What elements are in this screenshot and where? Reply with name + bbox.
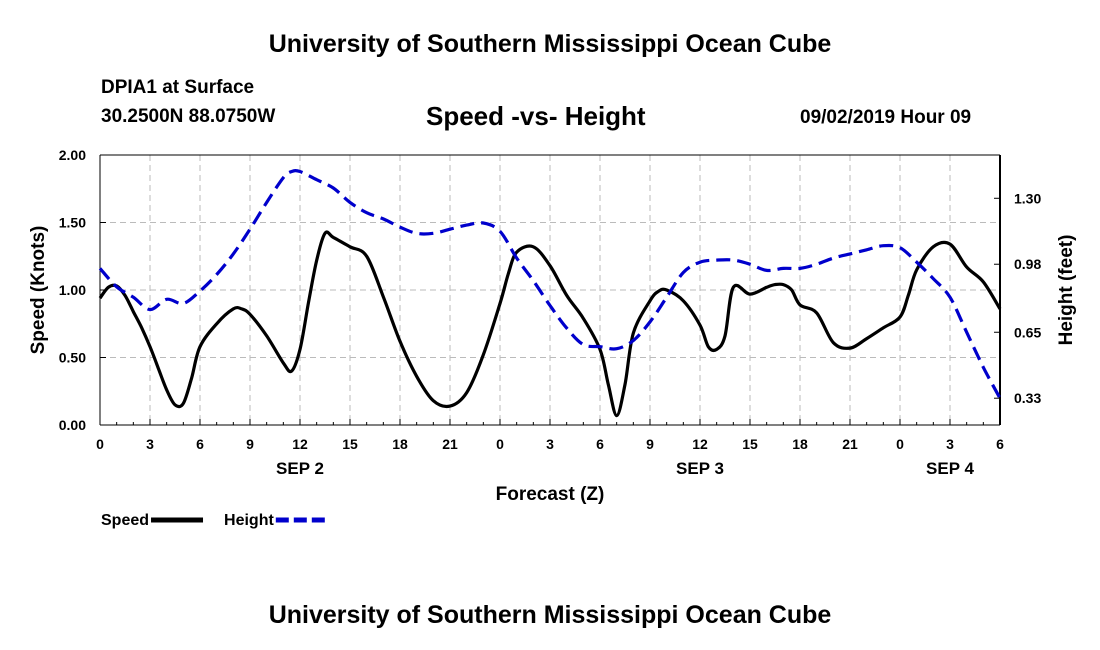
y-tick-label: 1.50 xyxy=(59,215,86,231)
x-tick-label: 6 xyxy=(596,436,604,452)
x-tick-label: 0 xyxy=(896,436,904,452)
y2-axis-title: Height (feet) xyxy=(1056,235,1077,346)
x-tick-label: 3 xyxy=(946,436,954,452)
page-title-bottom: University of Southern Mississippi Ocean… xyxy=(268,601,832,629)
axes-layer xyxy=(99,154,1001,426)
x-tick-label: 21 xyxy=(842,436,858,452)
chart-title: Speed -vs- Height xyxy=(426,101,646,131)
y2-tick-label: 0.33 xyxy=(1014,390,1041,406)
x-tick-label: 6 xyxy=(196,436,204,452)
date-label: SEP 2 xyxy=(276,459,324,478)
series-line-height xyxy=(98,169,1002,399)
x-tick-label: 6 xyxy=(996,436,1004,452)
x-tick-label: 18 xyxy=(392,436,408,452)
y-tick-label: 1.00 xyxy=(59,282,86,298)
date-label: SEP 4 xyxy=(926,459,974,478)
station-name: DPIA1 at Surface xyxy=(101,77,255,98)
x-tick-label: 9 xyxy=(246,436,254,452)
y2-tick-label: 0.65 xyxy=(1014,324,1041,340)
legend: Speed Height xyxy=(101,512,328,529)
x-tick-label: 12 xyxy=(292,436,308,452)
y2-tick-label: 0.98 xyxy=(1014,256,1041,272)
y-tick-label: 2.00 xyxy=(59,147,86,163)
series-layer xyxy=(98,169,1002,418)
y-axis-title: Speed (Knots) xyxy=(28,226,49,355)
station-coordinates: 30.2500N 88.0750W xyxy=(101,106,276,127)
x-axis-title: Forecast (Z) xyxy=(496,484,605,505)
date-label: SEP 3 xyxy=(676,459,724,478)
y-tick-label: 0.50 xyxy=(59,350,86,366)
x-tick-label: 15 xyxy=(342,436,358,452)
x-tick-label: 12 xyxy=(692,436,708,452)
x-tick-label: 18 xyxy=(792,436,808,452)
x-tick-label: 9 xyxy=(646,436,654,452)
issue-time: 09/02/2019 Hour 09 xyxy=(800,107,972,128)
x-tick-label: 3 xyxy=(146,436,154,452)
x-tick-label: 3 xyxy=(546,436,554,452)
page-title-top: University of Southern Mississippi Ocean… xyxy=(268,30,832,58)
y-tick-label: 0.00 xyxy=(59,417,86,433)
series-line-speed xyxy=(98,230,1002,418)
grid-layer xyxy=(100,155,1000,425)
tick-labels: 0 3 6 9 12 15 18 21 0 3 6 9 12 15 18 21 0 3 6 0.00 0.50 1.00 1… xyxy=(59,147,1042,478)
x-tick-label: 0 xyxy=(96,436,104,452)
legend-label-height: Height xyxy=(224,512,274,529)
x-tick-label: 0 xyxy=(496,436,504,452)
x-tick-label: 15 xyxy=(742,436,758,452)
legend-label-speed: Speed xyxy=(101,512,149,529)
y2-tick-label: 1.30 xyxy=(1014,190,1041,206)
x-tick-label: 21 xyxy=(442,436,458,452)
